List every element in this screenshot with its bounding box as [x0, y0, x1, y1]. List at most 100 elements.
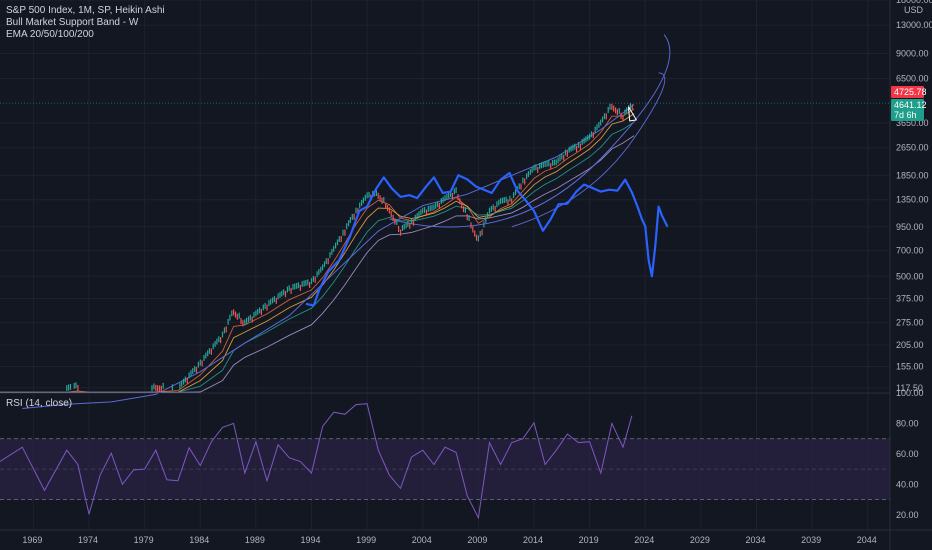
- candle: [73, 382, 75, 389]
- rsi-pane[interactable]: [0, 403, 890, 520]
- candle: [475, 234, 478, 241]
- indicator-legend-ema[interactable]: EMA 20/50/100/200: [6, 29, 94, 40]
- candle: [481, 229, 483, 236]
- candle: [438, 202, 440, 209]
- candle: [607, 107, 609, 113]
- candle: [188, 372, 190, 379]
- candle: [511, 198, 513, 205]
- candle: [401, 225, 403, 231]
- candle: [629, 103, 631, 110]
- candle: [596, 124, 598, 131]
- candle: [420, 209, 422, 216]
- time-tick-label: 2004: [412, 535, 432, 545]
- candle: [451, 192, 453, 199]
- candle: [563, 154, 565, 161]
- candle: [225, 326, 227, 333]
- candle: [294, 283, 296, 290]
- candle: [331, 248, 333, 255]
- candle: [468, 215, 470, 221]
- candle: [199, 359, 201, 366]
- candle: [362, 197, 364, 204]
- symbol-title[interactable]: S&P 500 Index, 1M, SP, Heikin Ashi: [6, 5, 165, 16]
- candle: [533, 164, 535, 171]
- candle: [390, 211, 392, 218]
- candle: [210, 348, 212, 355]
- time-tick-label: 1969: [22, 535, 42, 545]
- candle: [535, 164, 537, 171]
- candle: [470, 222, 472, 229]
- candle: [622, 114, 624, 121]
- candle: [611, 103, 613, 110]
- candle: [551, 159, 554, 166]
- indicator-legend-bmsb[interactable]: Bull Market Support Band - W: [6, 17, 139, 28]
- candle: [488, 207, 491, 214]
- rsi-legend[interactable]: RSI (14, close): [6, 398, 72, 409]
- candle: [160, 385, 162, 392]
- time-axis[interactable]: 1969 1974 1979 1984 1989 1994 1999 2004 2009 2014…: [22, 535, 876, 545]
- candle: [453, 188, 455, 195]
- candle: [524, 178, 526, 185]
- candle: [379, 195, 381, 202]
- candle: [236, 313, 238, 320]
- candle: [273, 296, 275, 302]
- candle: [442, 196, 444, 203]
- candle: [490, 206, 492, 212]
- candle: [498, 199, 500, 206]
- candle: [618, 107, 620, 114]
- candle: [227, 318, 229, 325]
- candle: [353, 213, 355, 220]
- candle: [253, 311, 255, 318]
- candle: [233, 309, 235, 316]
- candle: [336, 239, 339, 246]
- candle: [537, 166, 539, 173]
- candle: [349, 217, 351, 223]
- candle: [357, 208, 359, 215]
- candle: [574, 143, 576, 150]
- candle: [279, 292, 281, 298]
- time-tick-label: 1979: [134, 535, 154, 545]
- candle: [539, 163, 541, 169]
- candle: [325, 258, 327, 265]
- price-tick-label: 117.50: [896, 383, 923, 393]
- candle: [297, 282, 300, 289]
- candle: [322, 264, 324, 271]
- candle: [503, 197, 505, 203]
- candle: [466, 214, 468, 221]
- candle: [572, 144, 574, 151]
- candle: [179, 383, 181, 389]
- candle: [351, 213, 353, 220]
- price-tick-label: 1350.00: [896, 195, 929, 205]
- candle: [409, 222, 411, 229]
- candle: [158, 385, 161, 392]
- candle: [448, 192, 450, 199]
- candle: [412, 219, 415, 226]
- price-tick-label: 700.00: [896, 245, 924, 255]
- candle: [303, 280, 305, 287]
- candle: [433, 204, 435, 211]
- candle: [327, 258, 329, 265]
- candle: [375, 190, 377, 196]
- price-axis[interactable]: USD 18000.00 13000.00 9000.00 6500.00 3650.0…: [896, 0, 932, 393]
- candle: [424, 207, 426, 213]
- price-pane[interactable]: [0, 34, 890, 409]
- candle: [507, 199, 509, 206]
- candle: [275, 297, 277, 304]
- candle: [494, 206, 496, 213]
- candle: [255, 310, 257, 317]
- rsi-axis[interactable]: 100.00 80.00 60.00 40.00 20.00: [896, 388, 924, 520]
- candle: [589, 133, 591, 140]
- time-tick-label: 1984: [189, 535, 209, 545]
- candle: [392, 214, 394, 221]
- candle: [195, 367, 198, 374]
- candle: [203, 355, 205, 361]
- candle: [577, 141, 580, 148]
- candle: [631, 104, 633, 111]
- candle: [320, 266, 322, 273]
- candle: [151, 385, 153, 392]
- candle: [268, 300, 270, 307]
- candle: [335, 242, 337, 249]
- price-tick-label: 275.00: [896, 317, 924, 327]
- candle: [305, 280, 307, 286]
- candle: [77, 384, 79, 391]
